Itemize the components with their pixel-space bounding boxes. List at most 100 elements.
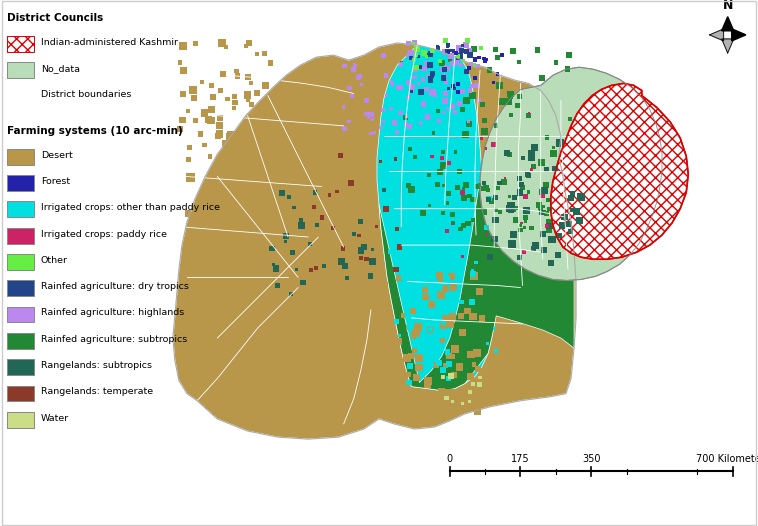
Bar: [406, 96, 410, 99]
Bar: [362, 280, 369, 287]
Bar: [450, 104, 456, 109]
Bar: [440, 375, 446, 379]
Bar: [441, 211, 445, 215]
Bar: [573, 208, 580, 215]
Bar: [359, 378, 367, 386]
Bar: [478, 315, 485, 322]
Bar: [434, 414, 439, 419]
Bar: [453, 110, 456, 114]
Bar: [223, 228, 227, 234]
Bar: [446, 377, 450, 381]
Bar: [546, 198, 550, 202]
Bar: [267, 259, 276, 268]
Bar: [442, 111, 445, 114]
Bar: [300, 188, 305, 193]
Bar: [218, 88, 223, 93]
Bar: [266, 223, 271, 229]
Text: Irrigated crops: paddy rice: Irrigated crops: paddy rice: [41, 229, 167, 239]
Bar: [525, 113, 531, 118]
Bar: [457, 169, 462, 174]
Bar: [352, 316, 357, 320]
Bar: [531, 164, 536, 169]
Bar: [324, 177, 328, 181]
Bar: [393, 267, 399, 272]
Bar: [317, 189, 324, 196]
Bar: [261, 295, 267, 301]
Bar: [255, 274, 260, 279]
Bar: [254, 89, 260, 96]
Bar: [399, 61, 403, 65]
Bar: [327, 261, 336, 270]
Bar: [471, 46, 477, 52]
Bar: [442, 98, 448, 104]
Bar: [315, 223, 319, 227]
Bar: [468, 66, 471, 70]
Bar: [453, 50, 458, 55]
Bar: [369, 132, 373, 135]
Bar: [298, 189, 303, 194]
Bar: [478, 56, 481, 59]
Bar: [408, 186, 415, 193]
Bar: [408, 390, 412, 395]
Bar: [459, 48, 464, 53]
Bar: [246, 40, 252, 46]
Bar: [510, 48, 515, 54]
Bar: [336, 212, 342, 217]
Bar: [532, 242, 539, 249]
Bar: [382, 188, 386, 193]
Bar: [456, 54, 462, 59]
Bar: [379, 294, 386, 300]
Bar: [393, 341, 398, 346]
Bar: [216, 130, 223, 138]
Bar: [525, 195, 528, 198]
Bar: [478, 184, 481, 187]
Polygon shape: [731, 29, 746, 41]
Bar: [359, 83, 363, 86]
Bar: [499, 210, 502, 214]
Bar: [272, 301, 277, 305]
Bar: [357, 234, 361, 237]
Bar: [220, 72, 226, 77]
Bar: [7, 228, 34, 244]
Bar: [178, 375, 183, 379]
Bar: [441, 150, 445, 154]
Bar: [375, 298, 383, 306]
Bar: [403, 115, 409, 119]
Bar: [7, 149, 34, 165]
Bar: [397, 244, 402, 250]
Bar: [7, 175, 34, 191]
Bar: [437, 59, 442, 64]
Bar: [461, 44, 464, 47]
Bar: [518, 228, 523, 232]
Bar: [210, 94, 216, 100]
Bar: [456, 90, 460, 94]
Bar: [461, 223, 465, 228]
Bar: [403, 304, 409, 309]
Bar: [426, 74, 430, 77]
Bar: [244, 44, 248, 48]
Bar: [529, 226, 534, 230]
Bar: [224, 186, 231, 194]
Bar: [211, 349, 216, 353]
Bar: [187, 145, 193, 150]
Bar: [410, 84, 415, 89]
Bar: [362, 244, 367, 250]
Bar: [379, 355, 384, 360]
Bar: [461, 255, 464, 258]
Bar: [218, 115, 224, 122]
Bar: [463, 42, 469, 48]
Bar: [234, 68, 239, 73]
Bar: [428, 76, 434, 81]
Bar: [475, 83, 480, 88]
Bar: [352, 63, 356, 66]
Bar: [413, 65, 419, 70]
Bar: [480, 231, 483, 234]
Bar: [570, 208, 574, 212]
Bar: [493, 195, 498, 200]
Polygon shape: [709, 29, 724, 41]
Bar: [462, 59, 465, 63]
Polygon shape: [480, 67, 662, 280]
Bar: [361, 291, 365, 295]
Bar: [380, 404, 385, 409]
Bar: [365, 257, 369, 261]
